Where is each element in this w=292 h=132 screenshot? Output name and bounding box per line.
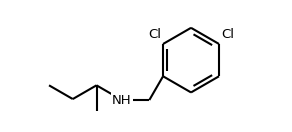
Text: Cl: Cl: [221, 28, 234, 41]
Text: NH: NH: [112, 93, 132, 107]
Text: Cl: Cl: [148, 28, 161, 41]
